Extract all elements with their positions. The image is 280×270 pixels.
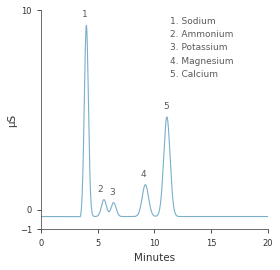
Text: 1. Sodium
2. Ammonium
3. Potassium
4. Magnesium
5. Calcium: 1. Sodium 2. Ammonium 3. Potassium 4. Ma… (170, 17, 234, 79)
X-axis label: Minutes: Minutes (134, 253, 175, 263)
Text: 4: 4 (141, 170, 146, 179)
Text: 1: 1 (82, 11, 88, 19)
Text: 3: 3 (109, 188, 115, 197)
Text: 5: 5 (163, 102, 169, 111)
Y-axis label: μS: μS (7, 113, 17, 127)
Text: 2: 2 (97, 185, 103, 194)
